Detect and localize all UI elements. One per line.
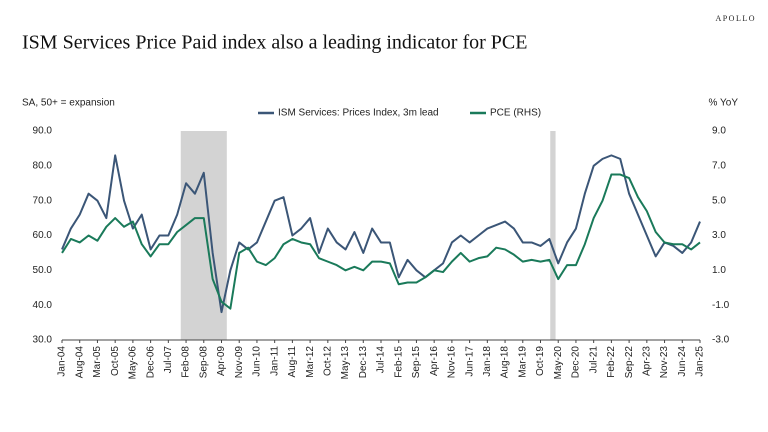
- y-axis-label: SA, 50+ = expansion: [22, 98, 115, 109]
- y2-tick-label: 7.0: [712, 160, 726, 171]
- x-tick-label: Jun-17: [464, 346, 475, 377]
- x-tick-label: Nov-09: [234, 346, 245, 379]
- x-tick-label: Feb-22: [606, 346, 617, 378]
- x-tick-label: Oct-19: [535, 346, 546, 376]
- y-tick-label: 60.0: [33, 230, 53, 241]
- x-tick-label: Apr-09: [216, 346, 227, 376]
- x-tick-label: Sep-08: [198, 346, 209, 379]
- x-tick-label: Mar-12: [305, 346, 316, 378]
- x-tick-label: Jan-11: [269, 346, 280, 376]
- x-tick-label: Feb-15: [393, 346, 404, 378]
- x-tick-label: Jun-10: [252, 346, 263, 377]
- series-line: [61, 154, 701, 314]
- shaded-period: [180, 131, 227, 340]
- brand: APOLLO: [715, 14, 756, 23]
- x-tick-label: Jan-25: [695, 346, 706, 377]
- legend-label: ISM Services: Prices Index, 3m lead: [278, 108, 439, 119]
- x-tick-label: Dec-06: [145, 346, 156, 379]
- y-tick-label: 30.0: [33, 335, 53, 346]
- x-tick-label: Apr-16: [429, 346, 440, 376]
- y2-tick-label: -3.0: [712, 335, 730, 346]
- x-tick-label: Apr-23: [641, 346, 652, 376]
- x-tick-label: May-20: [553, 346, 564, 380]
- x-tick-label: Jul-14: [376, 346, 387, 374]
- y-tick-label: 50.0: [33, 265, 53, 276]
- x-tick-label: Jan-04: [57, 346, 68, 377]
- y-tick-label: 90.0: [33, 126, 53, 137]
- x-tick-label: Nov-16: [447, 346, 458, 379]
- x-tick-label: May-13: [340, 346, 351, 380]
- x-tick-label: Dec-20: [571, 346, 582, 379]
- y2-tick-label: 1.0: [712, 265, 726, 276]
- y2-tick-label: 3.0: [712, 230, 726, 241]
- x-tick-label: Aug-11: [287, 346, 298, 378]
- x-tick-label: Oct-05: [110, 346, 121, 376]
- legend-label: PCE (RHS): [490, 108, 541, 119]
- y-tick-label: 80.0: [33, 160, 53, 171]
- x-tick-label: Sep-22: [624, 346, 635, 379]
- y2-axis-label: % YoY: [709, 98, 739, 109]
- x-tick-label: Jan-18: [482, 346, 493, 377]
- x-tick-label: Oct-12: [322, 346, 333, 376]
- y2-tick-label: 5.0: [712, 195, 726, 206]
- series-line: [61, 173, 701, 310]
- chart-title: ISM Services Price Paid index also a lea…: [22, 32, 527, 54]
- x-tick-label: Dec-13: [358, 346, 369, 379]
- x-tick-label: Nov-23: [659, 346, 670, 379]
- x-tick-label: Jun-24: [677, 346, 688, 377]
- y-tick-label: 40.0: [33, 300, 53, 311]
- x-tick-label: May-06: [128, 346, 139, 380]
- x-tick-label: Aug-04: [74, 346, 85, 379]
- x-tick-label: Mar-19: [517, 346, 528, 378]
- x-tick-label: Jul-21: [588, 346, 599, 374]
- y-tick-label: 70.0: [33, 195, 53, 206]
- y2-tick-label: -1.0: [712, 300, 730, 311]
- x-tick-label: Feb-08: [181, 346, 192, 378]
- shaded-period: [550, 131, 556, 340]
- x-tick-label: Mar-05: [92, 346, 103, 378]
- x-tick-label: Jul-07: [163, 346, 174, 374]
- y2-tick-label: 9.0: [712, 126, 726, 137]
- x-tick-label: Aug-18: [500, 346, 511, 379]
- x-tick-label: Sep-15: [411, 346, 422, 379]
